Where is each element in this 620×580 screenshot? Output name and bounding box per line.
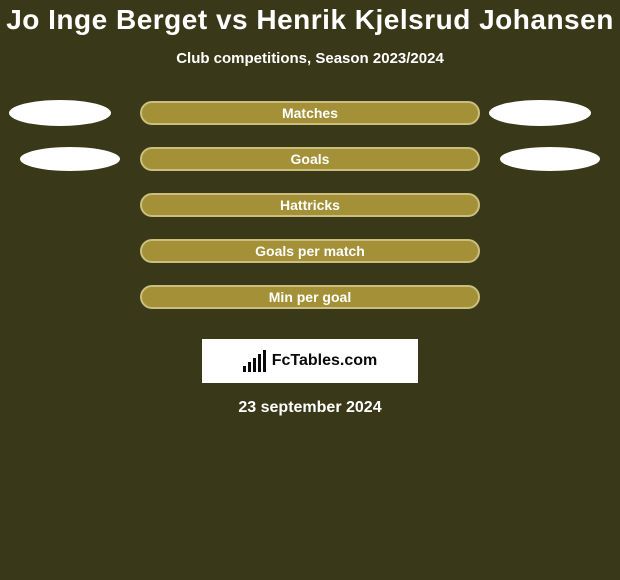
stat-pill: Hattricks: [140, 193, 480, 217]
stat-pill: Matches: [140, 101, 480, 125]
right-value-ellipse: [489, 100, 591, 126]
stat-pill: Goals per match: [140, 239, 480, 263]
left-value-ellipse: [20, 147, 120, 171]
stat-pill: Min per goal: [140, 285, 480, 309]
bar-segment: [253, 358, 256, 372]
stat-label: Goals per match: [255, 243, 365, 259]
stat-label: Matches: [282, 105, 338, 121]
stat-label: Goals: [291, 151, 330, 167]
bar-segment: [248, 362, 251, 372]
stat-row: Goals per match: [0, 239, 620, 263]
brand-box: FcTables.com: [202, 339, 418, 383]
stat-row: Matches: [0, 101, 620, 125]
stat-row: Hattricks: [0, 193, 620, 217]
stat-pill: Goals: [140, 147, 480, 171]
right-value-ellipse: [500, 147, 600, 171]
stat-row: Goals: [0, 147, 620, 171]
left-value-ellipse: [9, 100, 111, 126]
bar-segment: [258, 354, 261, 372]
infographic-container: Jo Inge Berget vs Henrik Kjelsrud Johans…: [0, 0, 620, 580]
stat-rows: Matches Goals Hattricks Goals per match Min …: [0, 101, 620, 309]
page-title: Jo Inge Berget vs Henrik Kjelsrud Johans…: [0, 0, 620, 36]
bar-segment: [263, 350, 266, 372]
stat-label: Min per goal: [269, 289, 351, 305]
page-subtitle: Club competitions, Season 2023/2024: [0, 50, 620, 67]
stat-row: Min per goal: [0, 285, 620, 309]
bar-segment: [243, 366, 246, 372]
bars-icon: [243, 350, 266, 372]
date-text: 23 september 2024: [0, 399, 620, 417]
brand-text: FcTables.com: [272, 352, 378, 370]
stat-label: Hattricks: [280, 197, 340, 213]
